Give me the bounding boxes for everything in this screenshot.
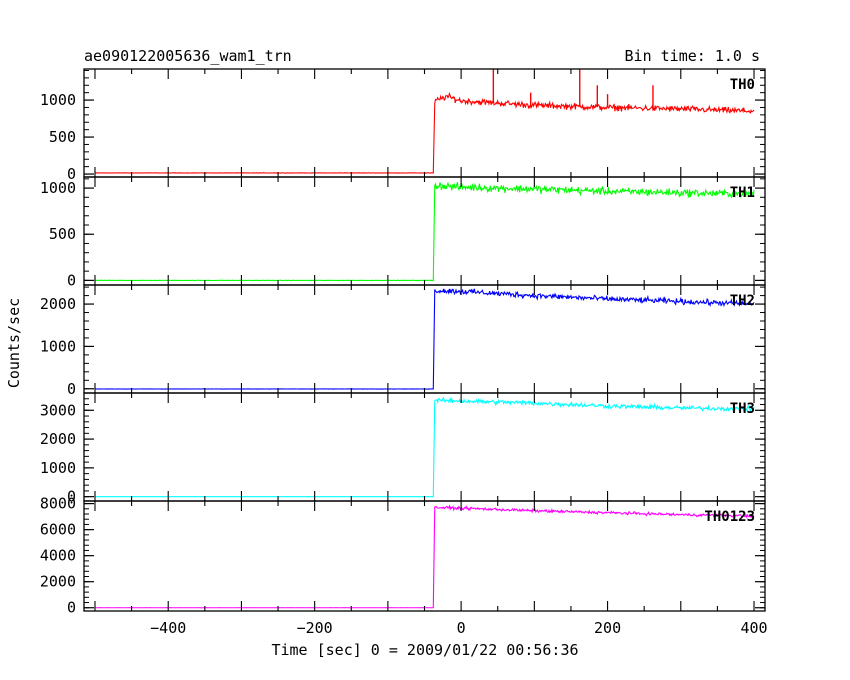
series-line-th2 [94, 288, 755, 390]
y-tick-label: 4000 [40, 547, 76, 565]
x-tick-label: 200 [594, 619, 621, 637]
x-tick-label: 400 [740, 619, 767, 637]
series-line-th0 [94, 91, 755, 174]
series-line-th1 [94, 181, 755, 282]
y-axis-label: Counts/sec [5, 298, 23, 388]
series-line-th3 [94, 396, 755, 498]
x-tick-label: −200 [297, 619, 333, 637]
y-tick-label: 0 [67, 165, 76, 183]
y-tick-label: 0 [67, 488, 76, 506]
panel-name-label: TH1 [730, 185, 755, 201]
panel-name-label: TH0123 [704, 509, 755, 525]
chart-title: ae090122005636_wam1_trn [84, 47, 292, 65]
panel-th0: 0 500 1000 TH0 [40, 68, 766, 183]
y-tick-label: 6000 [40, 521, 76, 539]
panel-th1: 0 500 1000 TH1 [40, 176, 766, 289]
panel-name-label: TH2 [730, 293, 755, 309]
panel-th2: 0 1000 2000 TH2 [40, 284, 766, 398]
x-tick-label: 0 [457, 619, 466, 637]
y-tick-label: 2000 [40, 430, 76, 448]
y-tick-label: 3000 [40, 401, 76, 419]
y-tick-label: 0 [67, 271, 76, 289]
y-tick-label: 1000 [40, 91, 76, 109]
panel-frame [83, 500, 766, 612]
x-axis: −400 −200 0 200 400 [150, 619, 767, 637]
y-tick-label: 2000 [40, 295, 76, 313]
bin-time-label: Bin time: 1.0 s [625, 47, 760, 65]
y-tick-label: 0 [67, 380, 76, 398]
x-tick-label: −400 [150, 619, 186, 637]
panel-name-label: TH0 [730, 77, 755, 93]
series-line-th0123 [94, 504, 755, 609]
panel-frame [83, 68, 766, 178]
y-tick-label: 1000 [40, 459, 76, 477]
y-tick-label: 500 [49, 225, 76, 243]
y-tick-label: 500 [49, 128, 76, 146]
y-tick-label: 2000 [40, 573, 76, 591]
panel-th3: 0 1000 2000 3000 TH3 [40, 392, 766, 506]
y-tick-label: 0 [67, 599, 76, 617]
y-tick-label: 1000 [40, 337, 76, 355]
panel-name-label: TH3 [730, 401, 755, 417]
y-tick-label: 1000 [40, 179, 76, 197]
panel-th0123: 0 2000 4000 6000 8000 TH0123 [40, 495, 766, 617]
y-tick-label: 8000 [40, 495, 76, 513]
x-axis-label: Time [sec] 0 = 2009/01/22 00:56:36 [271, 641, 578, 659]
